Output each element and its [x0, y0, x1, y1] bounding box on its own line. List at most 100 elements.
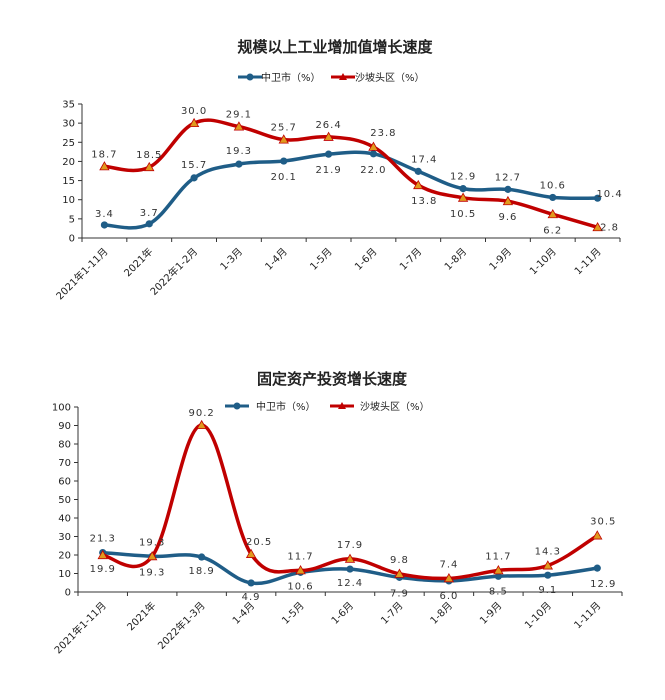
y-tick-label: 15 [62, 176, 75, 187]
x-tick-label: 1-11月 [572, 600, 604, 632]
y-tick-label: 90 [58, 421, 71, 432]
y-tick-label: 80 [58, 440, 71, 451]
x-tick-label: 1-8月 [428, 600, 455, 627]
x-tick-label: 2021年 [121, 245, 155, 279]
data-label-2: 23.8 [370, 128, 396, 139]
y-tick-label: 5 [69, 214, 75, 225]
data-point-1 [280, 157, 288, 165]
data-label-2: 26.4 [315, 120, 341, 131]
data-label-2: 9.6 [498, 212, 517, 223]
data-point-2 [493, 565, 504, 575]
data-point-1 [549, 193, 557, 202]
data-point-2 [592, 221, 603, 232]
data-point-2 [413, 179, 424, 190]
x-tick-label: 1-10月 [527, 246, 559, 278]
x-tick-label: 2022年1-3月 [155, 599, 208, 652]
data-label-1: 10.6 [540, 180, 566, 191]
data-label-2: 30.0 [181, 106, 207, 117]
data-label-2: 19.9 [90, 564, 116, 575]
x-tick-label: 1-4月 [263, 246, 290, 273]
data-label-1: 12.4 [337, 578, 363, 589]
data-point-2 [542, 560, 554, 570]
data-point-2 [196, 419, 207, 430]
y-tick-label: 0 [65, 588, 71, 599]
data-point-2 [97, 549, 108, 560]
legend-label-1: 中卫市（%） [261, 71, 321, 84]
data-label-1: 7.9 [390, 588, 409, 599]
data-label-2: 90.2 [189, 408, 215, 419]
data-point-1 [346, 565, 354, 573]
data-point-1 [494, 572, 502, 580]
data-point-2 [233, 121, 245, 131]
data-label-2: 6.2 [543, 225, 562, 236]
data-label-1: 17.4 [411, 154, 437, 165]
data-label-1: 18.9 [189, 566, 215, 577]
data-label-2: 29.1 [226, 110, 252, 121]
data-point-2 [443, 572, 455, 583]
x-tick-label: 1-5月 [308, 246, 335, 273]
y-tick-label: 100 [52, 403, 71, 414]
data-label-1: 10.4 [596, 189, 622, 200]
data-point-2 [502, 195, 514, 206]
x-tick-label: 1-10月 [522, 600, 554, 632]
legend-marker-1 [233, 402, 241, 410]
data-point-2 [457, 192, 469, 202]
chart-title: 固定资产投资增长速度 [257, 370, 408, 388]
data-label-1: 9.1 [538, 585, 557, 596]
legend-label-1: 中卫市（%） [256, 400, 316, 413]
data-point-2 [188, 117, 200, 128]
data-label-1: 15.7 [181, 160, 207, 171]
data-point-1 [369, 150, 378, 158]
data-label-1: 19.3 [226, 146, 252, 157]
data-label-1: 8.5 [489, 586, 508, 597]
data-point-1 [100, 221, 109, 229]
y-tick-label: 30 [58, 532, 71, 543]
legend-label-2: 沙坡头区（%） [360, 400, 430, 413]
data-point-1 [247, 579, 255, 587]
data-label-1: 21.9 [315, 165, 341, 176]
x-tick-label: 1-11月 [572, 246, 604, 278]
data-label-2: 13.8 [411, 196, 437, 207]
data-point-2 [144, 161, 155, 172]
y-tick-label: 60 [58, 477, 71, 488]
data-label-1: 3.7 [140, 208, 159, 219]
data-point-1 [145, 220, 153, 228]
legend-marker-2 [338, 402, 346, 409]
data-point-2 [295, 565, 306, 575]
data-label-1: 12.9 [590, 579, 616, 590]
x-tick-label: 1-4月 [230, 600, 257, 627]
data-point-2 [323, 131, 334, 141]
legend: 中卫市（%） 沙坡头区（%） [225, 400, 430, 413]
legend-marker-1 [246, 73, 254, 81]
data-point-1 [414, 167, 422, 175]
data-label-2: 20.5 [246, 537, 272, 548]
data-point-1 [198, 553, 206, 561]
x-tick-label: 2021年 [124, 599, 158, 633]
data-label-2: 18.5 [136, 150, 162, 161]
data-point-2 [146, 550, 158, 561]
data-label-1: 12.7 [495, 172, 521, 183]
data-point-2 [99, 161, 110, 171]
data-point-2 [278, 134, 289, 144]
y-tick-label: 10 [62, 195, 75, 206]
data-label-1: 3.4 [95, 209, 114, 220]
y-tick-label: 50 [58, 495, 71, 506]
y-tick-label: 20 [62, 157, 75, 168]
y-tick-label: 25 [62, 138, 75, 149]
y-tick-label: 10 [58, 569, 71, 580]
y-tick-label: 35 [62, 100, 75, 111]
data-label-2: 9.8 [390, 555, 409, 566]
x-tick-label: 1-6月 [352, 246, 379, 273]
x-tick-label: 1-7月 [397, 246, 424, 273]
y-tick-label: 30 [62, 119, 75, 130]
data-label-2: 25.7 [271, 123, 297, 134]
data-label-2: 11.7 [485, 551, 511, 562]
x-tick-label: 1-5月 [280, 600, 307, 627]
data-label-2: 7.4 [439, 559, 458, 570]
data-label-2: 17.9 [337, 540, 363, 551]
data-point-2 [547, 208, 558, 219]
series-line-2 [102, 118, 600, 230]
